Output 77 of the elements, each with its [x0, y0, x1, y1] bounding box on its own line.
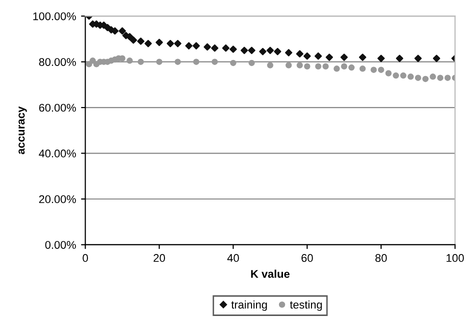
point [90, 58, 96, 64]
point [240, 46, 248, 54]
point [137, 38, 144, 45]
x-tick-label: 60 [302, 254, 313, 262]
point [430, 74, 436, 80]
y-tick-label: 40.00% [38, 150, 76, 158]
point [378, 66, 384, 73]
point [185, 42, 192, 50]
x-tick-label: 100 [446, 254, 464, 262]
point [396, 54, 404, 62]
point [166, 40, 174, 48]
point [156, 38, 163, 46]
x-tick-label: 40 [227, 254, 239, 262]
y-tick-label: 100.00% [33, 12, 76, 20]
point [334, 66, 340, 72]
point [432, 54, 440, 62]
y-tick-label: 80.00% [39, 58, 76, 66]
point [322, 63, 329, 70]
point [230, 46, 237, 53]
point [422, 76, 429, 82]
point [126, 33, 134, 40]
point [285, 49, 292, 56]
point [118, 27, 126, 35]
legend-label: testing [290, 300, 322, 311]
point [359, 66, 366, 72]
point [377, 54, 385, 62]
point [212, 58, 218, 65]
point [408, 74, 414, 80]
point [414, 74, 422, 81]
point [211, 44, 218, 52]
point [130, 36, 138, 44]
point [358, 54, 366, 61]
point [326, 54, 333, 61]
y-tick-label: 20.00% [39, 195, 76, 204]
x-tick-label: 20 [154, 254, 166, 262]
point [174, 58, 181, 65]
point [230, 60, 236, 66]
point [437, 74, 444, 81]
point [174, 40, 182, 48]
x-tick-label: 80 [375, 254, 387, 262]
y-tick-label: 0.00% [45, 240, 76, 249]
point [414, 54, 422, 62]
point [304, 52, 311, 60]
point [193, 58, 200, 65]
legend-label: training [231, 300, 267, 311]
point [248, 60, 255, 66]
point [304, 63, 310, 70]
point [444, 74, 451, 81]
x-tick-label: 0 [82, 254, 88, 262]
point [144, 40, 152, 48]
point [370, 66, 377, 73]
point [286, 62, 292, 68]
point [340, 54, 348, 61]
point [314, 52, 322, 60]
point [341, 63, 348, 70]
point [400, 72, 406, 79]
point [274, 48, 282, 56]
point [296, 62, 303, 68]
point [138, 58, 144, 65]
point [315, 63, 322, 70]
point [266, 46, 274, 54]
point [248, 46, 256, 54]
point [126, 58, 133, 64]
point [86, 60, 92, 68]
point [385, 70, 392, 76]
point [156, 58, 162, 65]
point [259, 48, 266, 56]
point [348, 64, 355, 71]
y-axis-title: accuracy [18, 106, 27, 154]
y-tick-label: 60.00% [39, 104, 76, 112]
point [222, 44, 230, 52]
point [267, 62, 274, 68]
x-axis-title: K value [251, 270, 290, 278]
point [204, 43, 211, 51]
point [192, 42, 200, 50]
point [296, 50, 304, 58]
point [392, 72, 400, 79]
